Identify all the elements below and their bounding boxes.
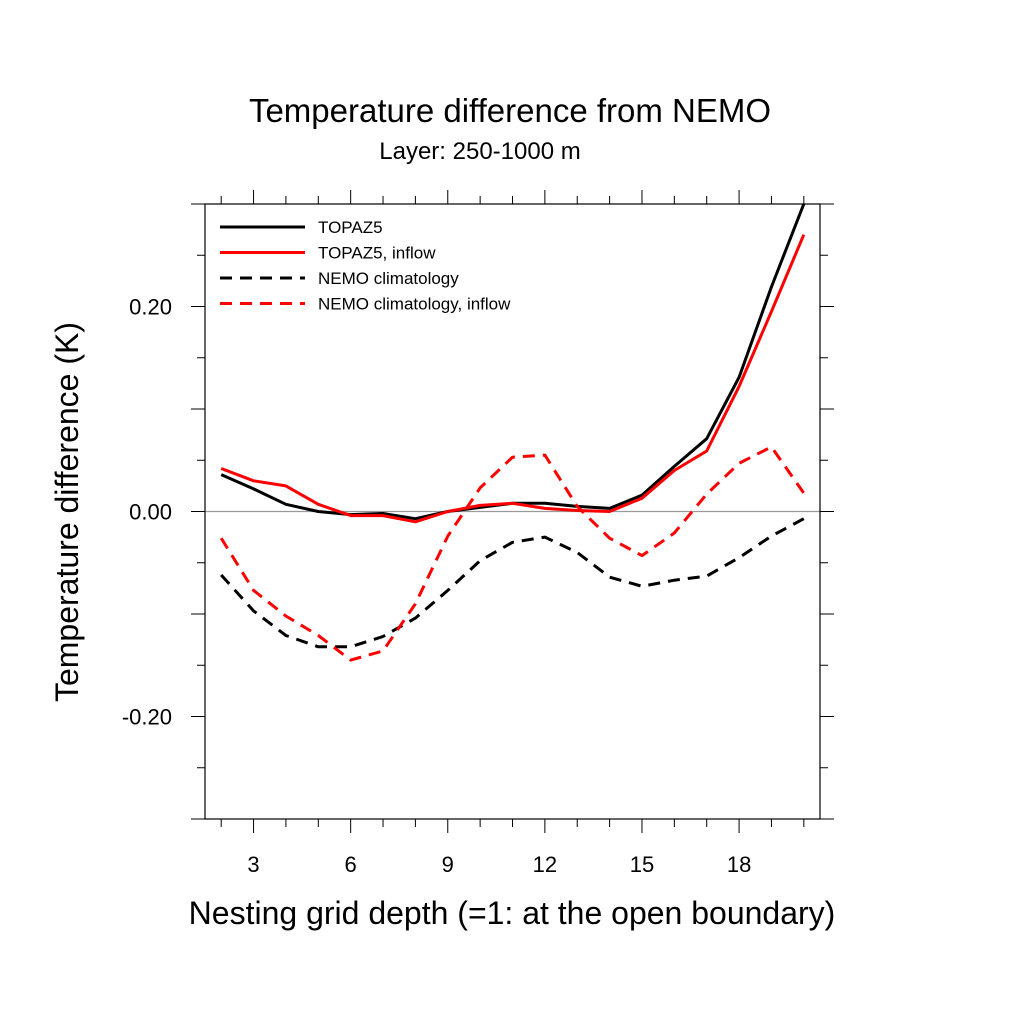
x-tick-label: 6 <box>345 852 357 877</box>
chart-title: Temperature difference from NEMO <box>249 92 771 129</box>
legend-label: TOPAZ5, inflow <box>318 244 436 263</box>
chart-subtitle: Layer: 250-1000 m <box>379 138 580 165</box>
series-line <box>220 234 806 524</box>
legend-label: NEMO climatology <box>318 269 459 288</box>
plot-area: 3 6 9 12 15 18 -0.20 0.00 0.20 TOPAZ5 TOPAZ5, infl… <box>122 190 834 877</box>
series-line <box>220 517 805 649</box>
y-axis-label: Temperature difference (K) <box>49 322 85 702</box>
x-axis-label: Nesting grid depth (=1: at the open boun… <box>189 895 836 931</box>
y-tick-label: -0.20 <box>122 705 172 730</box>
x-tick-label: 9 <box>442 852 454 877</box>
x-tick-label: 3 <box>247 852 259 877</box>
y-tick-label: 0.00 <box>129 500 172 525</box>
y-tick-label: 0.20 <box>129 295 172 320</box>
x-tick-label: 15 <box>630 852 654 877</box>
x-tick-label: 18 <box>727 852 751 877</box>
legend-label: TOPAZ5 <box>318 218 383 237</box>
legend-label: NEMO climatology, inflow <box>318 295 511 314</box>
x-tick-label: 12 <box>533 852 557 877</box>
series-line <box>219 445 806 662</box>
plot-frame <box>204 203 821 820</box>
series-line <box>220 204 806 521</box>
